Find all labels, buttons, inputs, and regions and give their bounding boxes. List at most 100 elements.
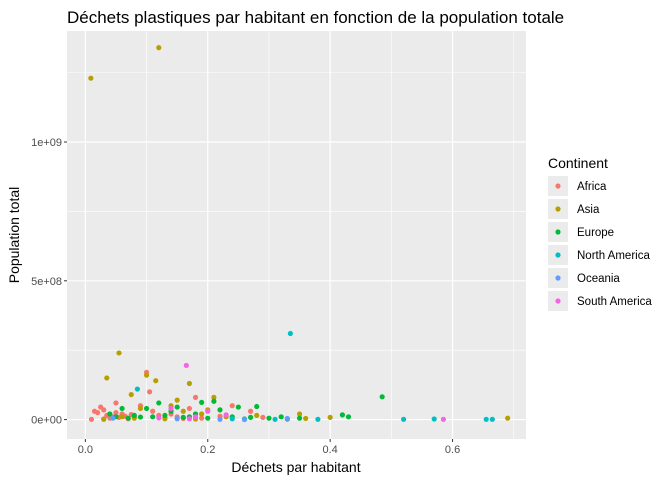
- point-asia: [199, 411, 205, 417]
- x-tick-label: 0.0: [78, 444, 93, 456]
- point-europe: [162, 412, 168, 419]
- legend-label-south-america: South America: [577, 296, 652, 308]
- chart-title: Déchets plastiques par habitant en fonct…: [67, 8, 564, 27]
- point-north-america: [431, 416, 437, 422]
- point-south-america: [192, 414, 199, 420]
- point-africa: [260, 414, 266, 420]
- point-europe: [211, 398, 217, 404]
- legend: Continent Africa Asia Europe North America O…: [548, 155, 652, 311]
- point-asia: [116, 350, 122, 356]
- point-asia: [327, 414, 333, 420]
- point-africa: [88, 416, 95, 422]
- plot-panel: [67, 31, 526, 439]
- point-asia: [254, 412, 260, 419]
- point-oceania: [110, 415, 116, 421]
- point-asia: [153, 378, 159, 384]
- legend-label-europe: Europe: [577, 227, 614, 239]
- point-europe: [296, 415, 303, 421]
- point-oceania: [217, 416, 223, 422]
- point-europe: [345, 414, 352, 420]
- legend-swatch-africa: [555, 183, 561, 189]
- point-south-america: [168, 405, 174, 412]
- point-north-america: [401, 416, 407, 422]
- point-north-america: [489, 416, 495, 422]
- point-europe: [217, 407, 223, 413]
- point-europe: [156, 400, 162, 406]
- point-africa: [192, 394, 199, 400]
- y-tick-label: 1e+09: [31, 137, 62, 149]
- point-oceania: [174, 416, 180, 422]
- point-asia: [104, 375, 110, 381]
- legend-swatch-oceania: [555, 275, 561, 281]
- point-asia: [101, 416, 107, 422]
- point-asia: [296, 411, 303, 417]
- point-north-america: [287, 330, 293, 337]
- point-asia: [174, 397, 180, 403]
- point-oceania: [241, 416, 248, 423]
- data-points: [88, 45, 511, 423]
- point-europe: [248, 414, 254, 420]
- point-europe: [254, 403, 260, 410]
- point-south-america: [205, 408, 211, 414]
- point-asia: [505, 415, 511, 421]
- x-tick-label: 0.6: [445, 444, 460, 456]
- legend-label-asia: Asia: [577, 204, 600, 216]
- x-axis-title: Déchets par habitant: [231, 459, 360, 475]
- point-asia: [88, 75, 94, 81]
- legend-label-oceania: Oceania: [577, 273, 620, 285]
- point-south-america: [186, 416, 192, 422]
- point-europe: [266, 415, 272, 421]
- point-asia: [143, 372, 150, 378]
- point-asia: [186, 380, 192, 387]
- point-asia: [128, 391, 134, 398]
- point-north-america: [483, 416, 489, 422]
- point-africa: [248, 408, 254, 414]
- point-africa: [150, 408, 156, 414]
- point-europe: [143, 405, 150, 412]
- point-europe: [180, 414, 186, 420]
- x-tick-label: 0.2: [200, 444, 215, 456]
- point-north-america: [315, 416, 321, 422]
- point-africa: [113, 400, 119, 406]
- point-north-america: [272, 416, 278, 422]
- point-asia: [137, 405, 144, 412]
- point-europe: [379, 394, 385, 400]
- point-africa: [199, 415, 205, 421]
- point-south-america: [440, 416, 446, 422]
- point-europe: [150, 414, 156, 420]
- grid-lines: [67, 31, 526, 439]
- point-europe: [339, 412, 345, 418]
- point-africa: [101, 407, 107, 413]
- legend-title: Continent: [548, 155, 608, 171]
- legend-swatch-north-america: [555, 252, 561, 258]
- legend-label-north-america: North America: [577, 250, 650, 262]
- y-axis: 0e+00 5e+08 1e+09: [31, 137, 67, 427]
- point-south-america: [183, 362, 189, 369]
- point-asia: [180, 408, 186, 414]
- point-africa: [147, 389, 153, 395]
- point-europe: [125, 415, 131, 421]
- point-oceania: [284, 415, 290, 422]
- point-north-america: [134, 386, 140, 392]
- x-tick-label: 0.4: [323, 444, 338, 456]
- x-axis: 0.0 0.2 0.4 0.6: [78, 439, 460, 456]
- legend-swatch-europe: [555, 229, 561, 235]
- point-asia: [156, 45, 162, 51]
- point-europe: [199, 399, 205, 405]
- point-africa: [113, 410, 119, 416]
- point-south-america: [156, 415, 162, 421]
- point-south-america: [223, 412, 229, 418]
- point-europe: [235, 404, 241, 410]
- legend-swatch-asia: [555, 206, 561, 212]
- point-europe: [107, 411, 113, 417]
- point-europe: [205, 415, 211, 421]
- y-axis-title: Population total: [6, 187, 22, 284]
- point-africa: [186, 405, 192, 412]
- y-tick-label: 5e+08: [31, 276, 62, 288]
- point-asia: [119, 414, 125, 420]
- point-asia: [303, 415, 309, 422]
- point-europe: [137, 414, 144, 420]
- point-africa: [95, 410, 101, 416]
- point-asia: [211, 394, 217, 400]
